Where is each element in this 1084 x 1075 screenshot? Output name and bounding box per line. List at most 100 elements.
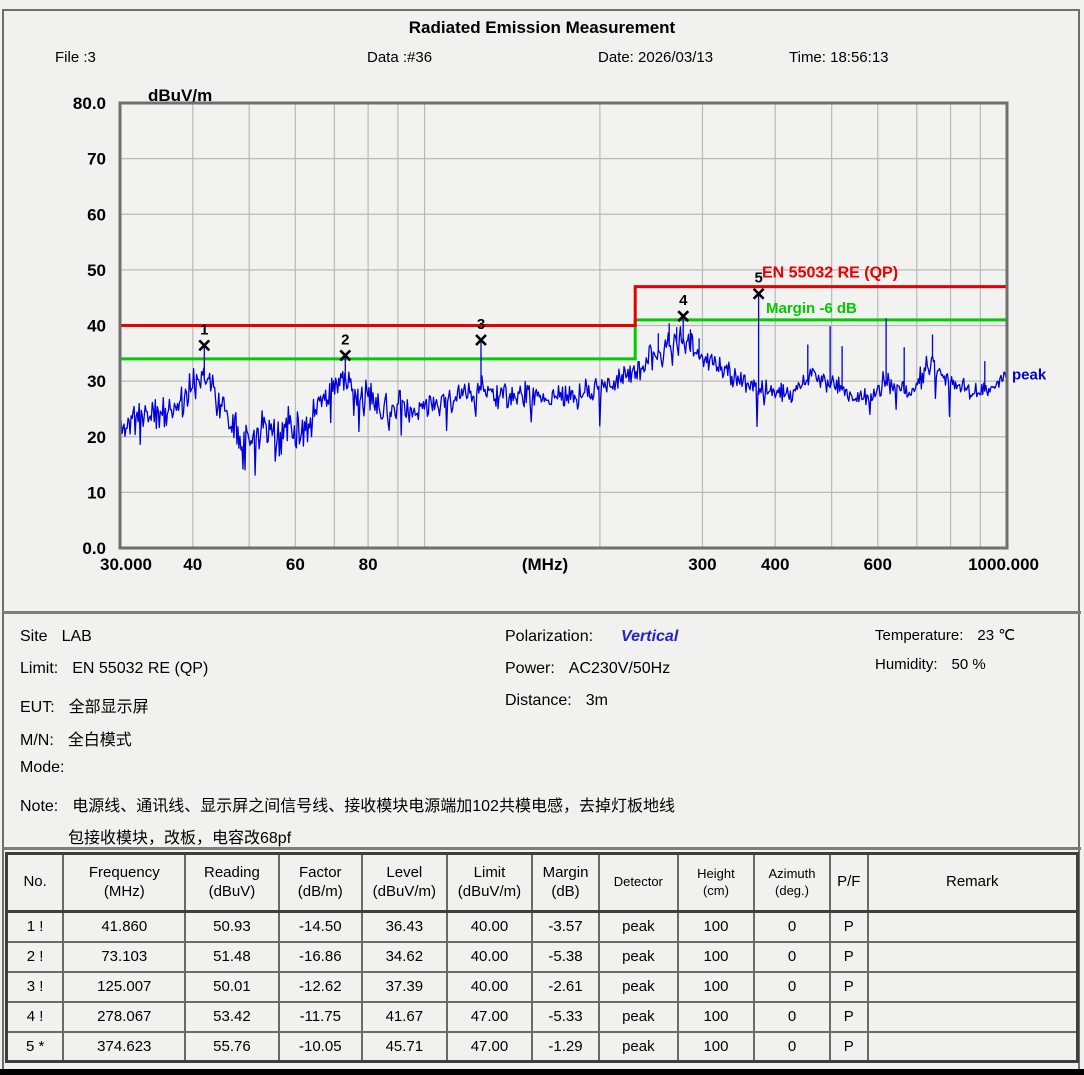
note-value-line2: 包接收模块，改板，电容改68pf	[68, 830, 292, 847]
marker-number: 5	[754, 270, 762, 287]
y-tick-label: 80.0	[73, 94, 106, 113]
table-header-azimuth: Azimuth (deg.)	[752, 852, 832, 913]
table-header-limit: Limit (dBuV/m)	[445, 852, 534, 913]
note-label: Note:	[20, 798, 59, 815]
table-header-frequency: Frequency (MHz)	[62, 852, 187, 913]
humidity-row: Humidity: 50 %	[875, 656, 986, 673]
note-value-line1: 电源线、通讯线、显示屏之间信号线、接收模块电源端加102共模电感，去掉灯板地线	[72, 798, 675, 815]
table-header-factor: Factor (dB/m)	[277, 852, 364, 913]
y-axis-unit-label: dBuV/m	[148, 86, 212, 105]
table-cell: -12.62	[277, 970, 364, 1003]
section-divider	[3, 611, 1081, 614]
table-cell: 4 !	[5, 1000, 65, 1033]
table-cell: 40.00	[445, 970, 534, 1003]
y-tick-label: 10	[87, 483, 106, 502]
table-cell: P	[829, 1000, 869, 1033]
marker-x	[752, 287, 765, 300]
table-cell: 100	[676, 940, 755, 973]
page-bottom-edge	[0, 1069, 1084, 1075]
y-tick-label: 60	[87, 205, 106, 224]
table-cell: P	[829, 940, 869, 973]
trace-detector-label: peak	[1012, 367, 1047, 384]
power-label: Power:	[505, 660, 555, 677]
table-cell: 0	[752, 940, 832, 973]
table-cell: 53.42	[184, 1000, 280, 1033]
site-label: Site	[20, 628, 48, 645]
site-row: Site LAB	[20, 628, 92, 646]
table-cell: -11.75	[277, 1000, 364, 1033]
table-cell: -16.86	[277, 940, 364, 973]
polarization-label: Polarization:	[505, 628, 594, 645]
x-tick-label: 600	[864, 555, 892, 574]
table-body: 1 ! 41.860 50.93 -14.50 36.43 40.00 -3.57 peak 1…	[5, 910, 1079, 1063]
eut-row: EUT: 全部显示屏	[20, 693, 149, 717]
temperature-label: Temperature:	[875, 627, 964, 644]
table-header-row: No. Frequency (MHz) Reading (dBuV) Factor (dB/…	[5, 852, 1079, 913]
table-cell: 55.76	[184, 1030, 280, 1063]
table-cell: P	[829, 1030, 869, 1063]
table-header-no-: No.	[5, 852, 65, 913]
table-cell: 0	[752, 1000, 832, 1033]
x-tick-label: 1000.000	[968, 555, 1039, 574]
x-tick-label: 400	[761, 555, 789, 574]
emission-spectrum-chart: 1 2 3 4 5 EN 55032 RE (QP) Margin -6 dB peak 80.…	[73, 86, 1047, 574]
y-tick-label: 70	[87, 150, 106, 169]
x-tick-label: 30.000	[100, 555, 152, 574]
site-value: LAB	[61, 628, 92, 645]
note-row: Note: 电源线、通讯线、显示屏之间信号线、接收模块电源端加102共模电感，去掉…	[20, 792, 675, 816]
table-cell: 41.860	[62, 910, 187, 943]
table-cell: 100	[676, 1030, 755, 1063]
table-cell: 0	[752, 970, 832, 1003]
table-cell: 36.43	[361, 910, 448, 943]
table-cell: -5.33	[531, 1000, 600, 1033]
marker-x	[475, 334, 487, 346]
table-cell: -3.57	[531, 910, 600, 943]
table-header-detector: Detector	[597, 852, 679, 913]
power-row: Power: AC230V/50Hz	[505, 660, 670, 678]
table-cell	[866, 940, 1079, 973]
table-cell: peak	[597, 1030, 679, 1063]
table-row: 2 ! 73.103 51.48 -16.86 34.62 40.00 -5.38 peak 1…	[5, 940, 1079, 973]
table-cell: P	[829, 970, 869, 1003]
humidity-label: Humidity:	[875, 656, 938, 673]
distance-value: 3m	[585, 692, 608, 709]
limit-line-label: EN 55032 RE (QP)	[762, 265, 898, 282]
y-tick-label: 20	[87, 428, 106, 447]
limit-value: EN 55032 RE (QP)	[72, 660, 209, 677]
x-axis-unit-label: (MHz)	[522, 555, 568, 574]
section-divider-2	[3, 847, 1081, 850]
table-cell: 0	[752, 910, 832, 943]
spectrum-trace	[119, 293, 1008, 476]
y-tick-label: 40	[87, 317, 106, 336]
x-tick-label: 300	[688, 555, 716, 574]
table-header-reading: Reading (dBuV)	[184, 852, 280, 913]
table-cell: 41.67	[361, 1000, 448, 1033]
table-cell: peak	[597, 1000, 679, 1033]
table-cell: -5.38	[531, 940, 600, 973]
table-cell: peak	[597, 970, 679, 1003]
eut-value: 全部显示屏	[68, 699, 149, 716]
table-row: 3 ! 125.007 50.01 -12.62 37.39 40.00 -2.61 peak…	[5, 970, 1079, 1003]
table-header-height: Height (cm)	[676, 852, 755, 913]
marker-number: 3	[477, 316, 485, 333]
table-row: 4 ! 278.067 53.42 -11.75 41.67 47.00 -5.33 peak…	[5, 1000, 1079, 1033]
marker-x	[198, 339, 211, 352]
table-cell	[866, 1030, 1079, 1063]
table-cell: P	[829, 910, 869, 943]
y-tick-label: 0.0	[82, 539, 106, 558]
table-header-remark: Remark	[866, 852, 1079, 913]
polarization-value: Vertical	[621, 628, 679, 645]
table-cell: 37.39	[361, 970, 448, 1003]
time-label: Time: 18:56:13	[789, 49, 889, 66]
marker-number: 1	[200, 321, 208, 338]
marker-x	[677, 310, 690, 323]
table-cell: peak	[597, 910, 679, 943]
power-value: AC230V/50Hz	[568, 660, 671, 677]
temperature-value: 23 ℃	[977, 627, 1016, 644]
table-cell: 100	[676, 1000, 755, 1033]
table-cell: 47.00	[445, 1000, 534, 1033]
data-number: Data :#36	[367, 49, 433, 66]
table-cell: 40.00	[445, 940, 534, 973]
table-cell: 47.00	[445, 1030, 534, 1063]
